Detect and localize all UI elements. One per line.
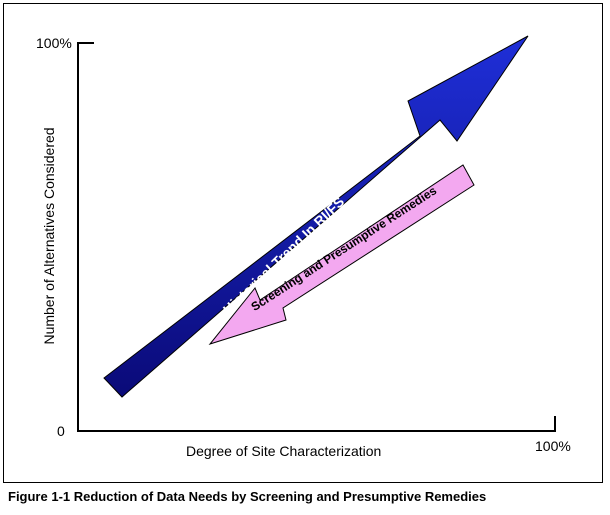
x-axis-label: Degree of Site Characterization (186, 443, 381, 459)
y-axis-max-label: 100% (36, 35, 72, 51)
figure-caption: Figure 1-1 Reduction of Data Needs by Sc… (8, 489, 487, 504)
historical-trend-arrow (103, 35, 529, 398)
y-axis-label: Number of Alternatives Considered (41, 127, 57, 344)
x-axis-max-label: 100% (535, 438, 571, 454)
screening-arrow (208, 164, 475, 345)
figure-panel (3, 3, 603, 483)
y-axis-min-label: 0 (57, 423, 65, 439)
